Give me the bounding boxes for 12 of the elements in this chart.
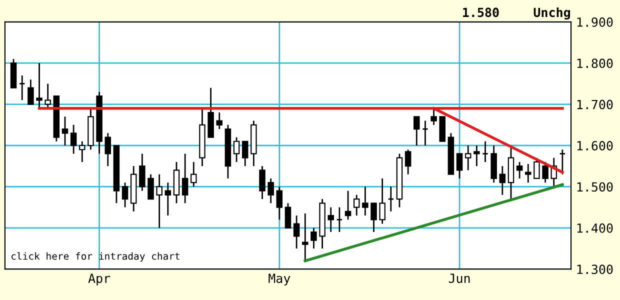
- x-tick-label: May: [268, 274, 290, 286]
- x-tick-label: Jun: [448, 274, 470, 284]
- y-tick-label: 1.900: [577, 17, 613, 27]
- y-tick-label: 1.700: [577, 100, 613, 110]
- x-tick-label: Apr: [88, 274, 110, 286]
- text: 1.580: [463, 8, 499, 18]
- y-tick-label: 1.300: [577, 264, 613, 274]
- y-tick-label: 1.600: [577, 141, 613, 150]
- y-tick-label: 1.500: [577, 182, 613, 192]
- y-tick-label: 1.800: [577, 58, 613, 68]
- text: Unchg: [534, 7, 570, 20]
- y-tick-label: 1.400: [577, 223, 613, 233]
